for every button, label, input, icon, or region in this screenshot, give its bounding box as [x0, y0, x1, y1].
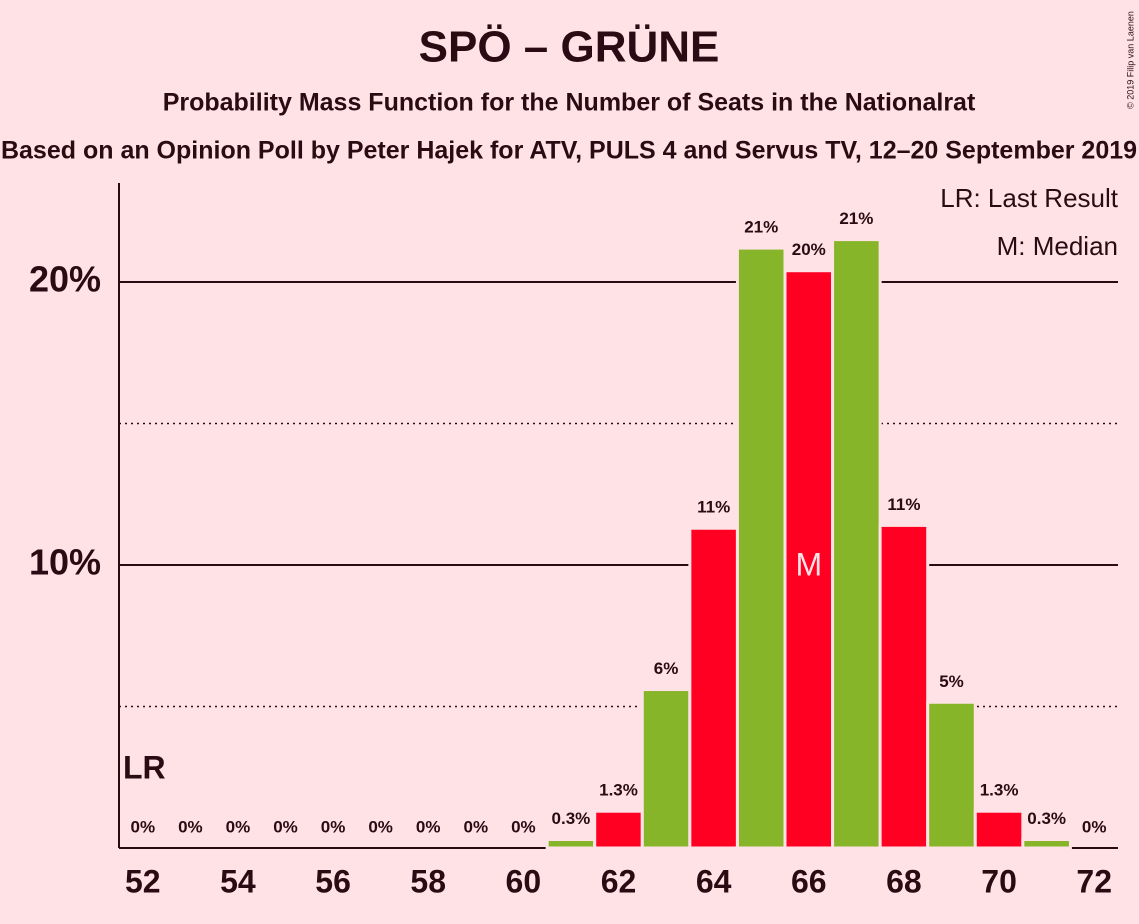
bar — [735, 246, 787, 850]
value-label-bg — [739, 215, 784, 238]
value-label-bg — [977, 778, 1022, 801]
value-label: 21% — [839, 209, 873, 228]
value-label-bg — [644, 656, 689, 679]
last-result-marker: LR — [123, 749, 166, 785]
x-tick-label: 54 — [220, 863, 256, 899]
value-label-bg — [881, 492, 926, 515]
bar — [593, 809, 644, 850]
value-label: 1.3% — [980, 781, 1019, 800]
value-label-bg — [929, 669, 974, 692]
chart-subtitle: Probability Mass Function for the Number… — [163, 89, 976, 117]
value-label: 0% — [130, 817, 155, 836]
chart-subtitle: Based on an Opinion Poll by Peter Hajek … — [1, 137, 1137, 165]
x-tick-label: 68 — [886, 863, 922, 899]
value-label: 0% — [321, 817, 346, 836]
value-label-bg — [834, 206, 879, 229]
x-tick-label: 72 — [1076, 863, 1112, 899]
bar — [831, 238, 882, 850]
value-label: 0% — [273, 817, 298, 836]
value-label-bg — [786, 237, 831, 260]
x-tick-label: 64 — [696, 863, 732, 899]
value-label: 5% — [939, 672, 964, 691]
legend-entry: LR: Last Result — [940, 183, 1119, 213]
value-label: 0% — [226, 817, 251, 836]
value-label: 11% — [697, 498, 730, 517]
value-label: 6% — [654, 659, 679, 678]
x-tick-label: 66 — [791, 863, 827, 899]
credit: © 2019 Filip van Laenen — [1125, 11, 1135, 109]
value-label-bg — [596, 778, 641, 801]
x-tick-label: 70 — [981, 863, 1017, 899]
bar — [973, 809, 1025, 850]
x-tick-label: 60 — [506, 863, 542, 899]
value-label: 20% — [792, 240, 826, 259]
bar — [1021, 838, 1072, 850]
value-label: 0% — [1082, 817, 1107, 836]
legend-entry: M: Median — [997, 231, 1118, 261]
value-label: 0.3% — [1027, 809, 1066, 828]
bar — [640, 688, 692, 850]
bar — [878, 523, 930, 850]
value-label: 1.3% — [599, 781, 638, 800]
value-label-bg — [548, 806, 593, 829]
x-tick-label: 56 — [315, 863, 351, 899]
x-tick-label: 52 — [125, 863, 161, 899]
bar — [688, 526, 739, 850]
value-label: 0% — [463, 817, 488, 836]
y-tick-label: 20% — [29, 259, 101, 300]
median-marker: M — [795, 546, 822, 582]
value-label: 0% — [368, 817, 393, 836]
bar — [926, 700, 977, 850]
value-label: 11% — [887, 495, 920, 514]
y-tick-label: 10% — [29, 542, 101, 583]
value-label-bg — [691, 495, 736, 518]
value-label: 21% — [744, 218, 778, 237]
chart-title: SPÖ – GRÜNE — [419, 23, 720, 72]
value-label: 0.3% — [552, 809, 591, 828]
x-tick-label: 58 — [410, 863, 446, 899]
value-label: 0% — [416, 817, 441, 836]
value-label: 0% — [178, 817, 203, 836]
value-label-bg — [1024, 806, 1069, 829]
x-tick-label: 62 — [601, 863, 637, 899]
value-label: 0% — [511, 817, 536, 836]
bar — [545, 838, 597, 850]
